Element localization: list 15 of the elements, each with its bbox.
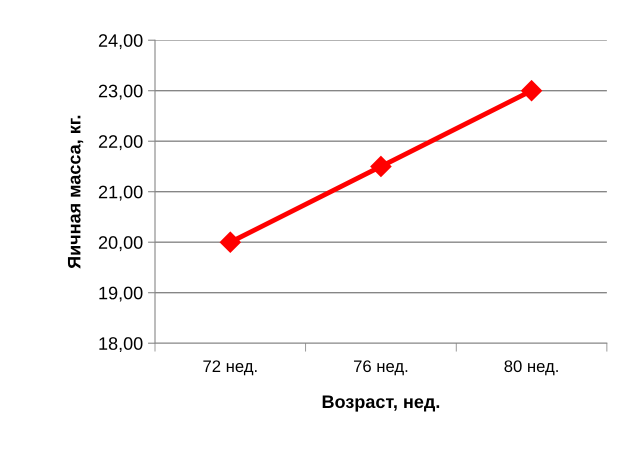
y-tick-label: 22,00 — [98, 135, 142, 150]
y-tick-label: 19,00 — [99, 286, 142, 302]
x-axis-title: Возраст, нед. — [322, 396, 440, 412]
point — [370, 156, 392, 177]
y-tick-label: 24,00 — [98, 34, 142, 50]
x-tick-label: 72 нед. — [203, 360, 257, 376]
y-tick-label: 23,00 — [98, 84, 142, 100]
y-axis-title: Яичная масса, кг. — [68, 116, 84, 269]
y-tick-label: 18,00 — [99, 337, 142, 352]
x-tick-label: 76 нед. — [354, 360, 408, 376]
y-tick-label: 20,00 — [98, 236, 142, 252]
x-tick-label: 80 нед. — [504, 360, 558, 376]
point — [220, 232, 241, 253]
y-tick-label: 21,00 — [98, 186, 142, 201]
point — [521, 80, 542, 102]
